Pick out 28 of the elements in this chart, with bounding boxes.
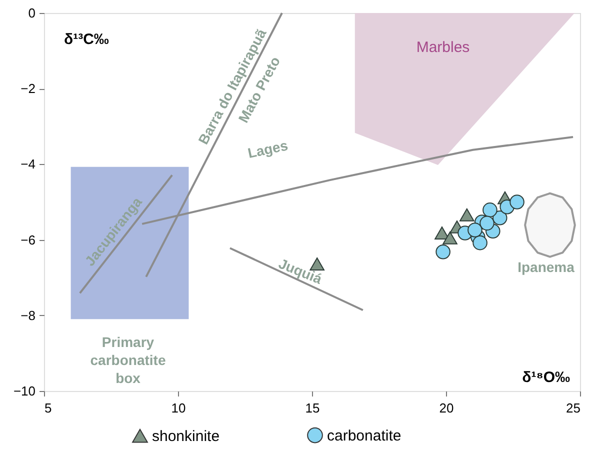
point: [460, 208, 474, 222]
x-tick-label: 5: [44, 400, 52, 416]
legend-label: carbonatite: [327, 427, 402, 444]
x-tick-label: 15: [305, 400, 320, 416]
y-tick-label: −10: [13, 384, 36, 398]
y-tick-label: −8: [20, 308, 36, 323]
point: [510, 194, 524, 210]
annotation: Marbles: [416, 39, 470, 56]
point: [480, 216, 494, 231]
point: [482, 202, 498, 218]
point: [472, 235, 488, 250]
y-tick-label: −6: [20, 232, 36, 248]
annotation: Lages: [246, 136, 290, 162]
y-tick-label: −2: [20, 81, 36, 96]
legend-label: shonkinite: [152, 428, 220, 445]
x-axis-title: δ¹⁸O‰: [522, 369, 570, 386]
annotation: Ipanema: [518, 259, 575, 275]
y-tick-label: 0: [28, 6, 36, 20]
x-tick-label: 10: [171, 400, 186, 416]
point: [434, 226, 450, 240]
y-tick-label: −4: [20, 156, 36, 172]
x-tick-label: 20: [439, 400, 454, 416]
point: [442, 231, 458, 244]
point: [436, 244, 450, 260]
point: [468, 222, 482, 238]
x-tick-label: 25: [566, 400, 580, 416]
annotation: Primary carbonatite box: [90, 334, 166, 386]
y-axis-title: δ¹³C‰: [64, 31, 109, 48]
